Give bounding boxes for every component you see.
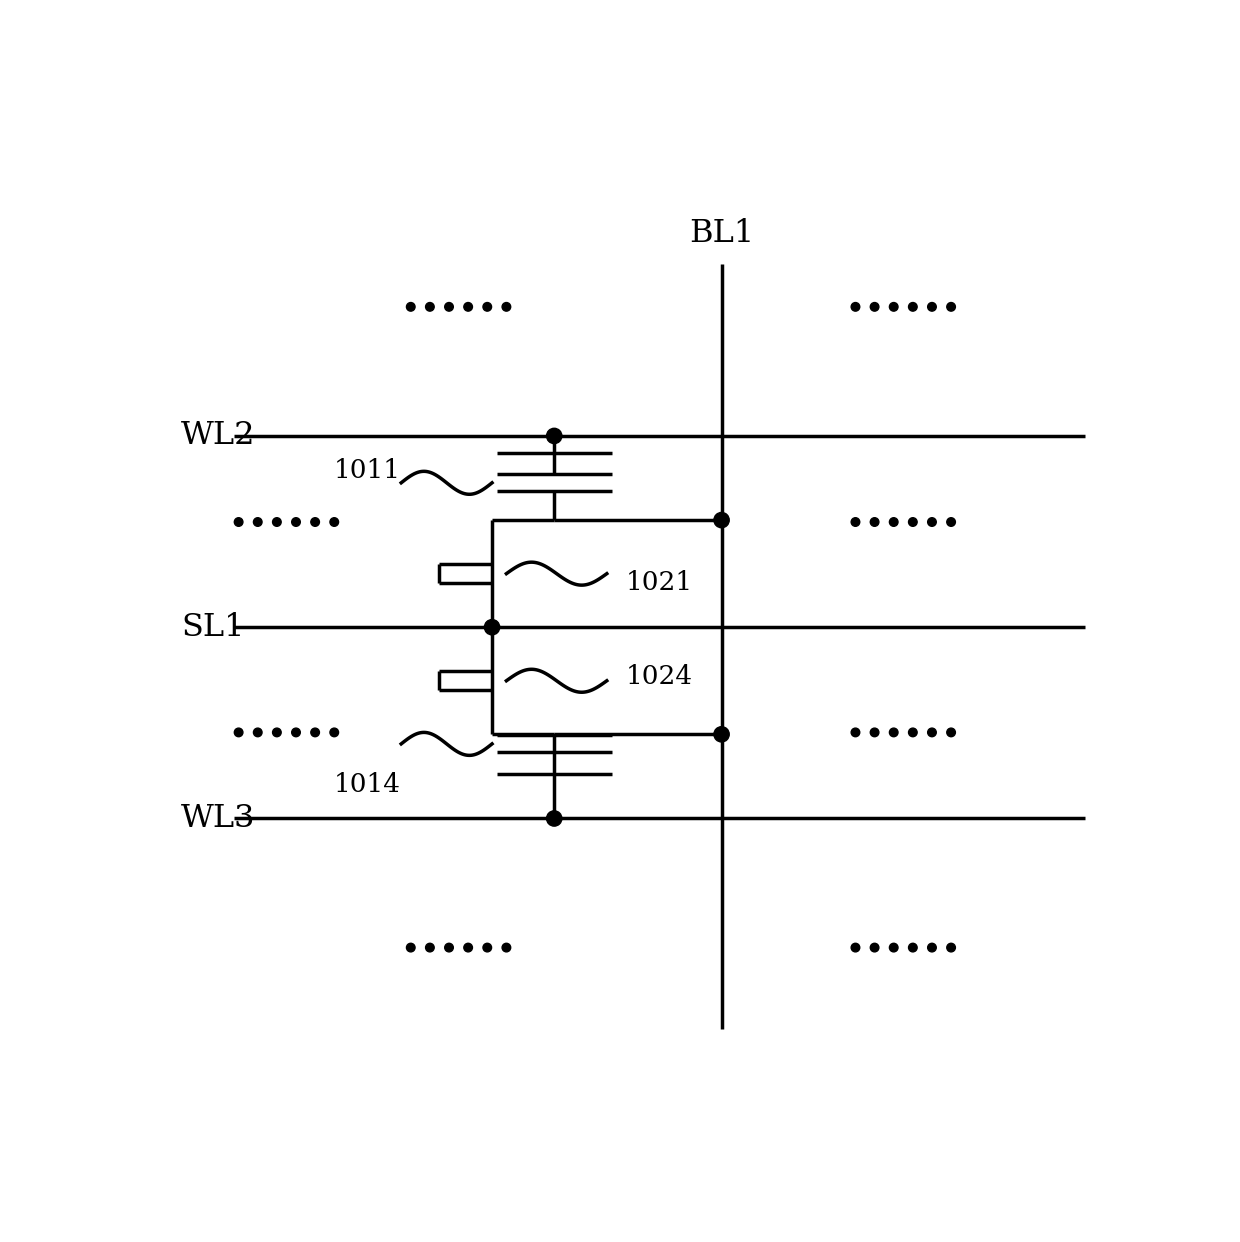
Circle shape (714, 513, 729, 528)
Circle shape (311, 728, 320, 737)
Circle shape (851, 303, 859, 312)
Circle shape (947, 943, 955, 951)
Circle shape (909, 728, 918, 737)
Circle shape (234, 728, 243, 737)
Circle shape (870, 728, 879, 737)
Text: SL1: SL1 (181, 612, 244, 642)
Circle shape (714, 727, 729, 741)
Circle shape (870, 303, 879, 312)
Text: WL3: WL3 (181, 804, 255, 833)
Circle shape (851, 728, 859, 737)
Text: WL2: WL2 (181, 421, 255, 451)
Text: 1011: 1011 (335, 458, 402, 483)
Circle shape (464, 303, 472, 312)
Circle shape (889, 518, 898, 527)
Circle shape (407, 303, 415, 312)
Circle shape (273, 728, 281, 737)
Circle shape (330, 728, 339, 737)
Circle shape (947, 303, 955, 312)
Circle shape (482, 943, 491, 951)
Circle shape (482, 303, 491, 312)
Circle shape (928, 518, 936, 527)
Circle shape (273, 518, 281, 527)
Text: 1014: 1014 (335, 771, 402, 796)
Circle shape (253, 728, 262, 737)
Circle shape (928, 303, 936, 312)
Circle shape (445, 943, 454, 951)
Circle shape (291, 728, 300, 737)
Circle shape (909, 518, 918, 527)
Circle shape (889, 728, 898, 737)
Circle shape (947, 728, 955, 737)
Circle shape (947, 518, 955, 527)
Circle shape (502, 943, 511, 951)
Circle shape (234, 518, 243, 527)
Circle shape (502, 303, 511, 312)
Circle shape (889, 943, 898, 951)
Circle shape (547, 428, 562, 443)
Circle shape (851, 943, 859, 951)
Circle shape (425, 943, 434, 951)
Circle shape (547, 811, 562, 826)
Circle shape (909, 943, 918, 951)
Text: 1024: 1024 (626, 664, 693, 689)
Circle shape (407, 943, 415, 951)
Text: 1021: 1021 (626, 570, 693, 595)
Circle shape (464, 943, 472, 951)
Circle shape (445, 303, 454, 312)
Circle shape (425, 303, 434, 312)
Circle shape (928, 728, 936, 737)
Circle shape (291, 518, 300, 527)
Circle shape (928, 943, 936, 951)
Circle shape (909, 303, 918, 312)
Circle shape (870, 943, 879, 951)
Circle shape (870, 518, 879, 527)
Circle shape (485, 620, 500, 635)
Circle shape (311, 518, 320, 527)
Circle shape (253, 518, 262, 527)
Text: BL1: BL1 (689, 219, 754, 250)
Circle shape (330, 518, 339, 527)
Circle shape (851, 518, 859, 527)
Circle shape (889, 303, 898, 312)
